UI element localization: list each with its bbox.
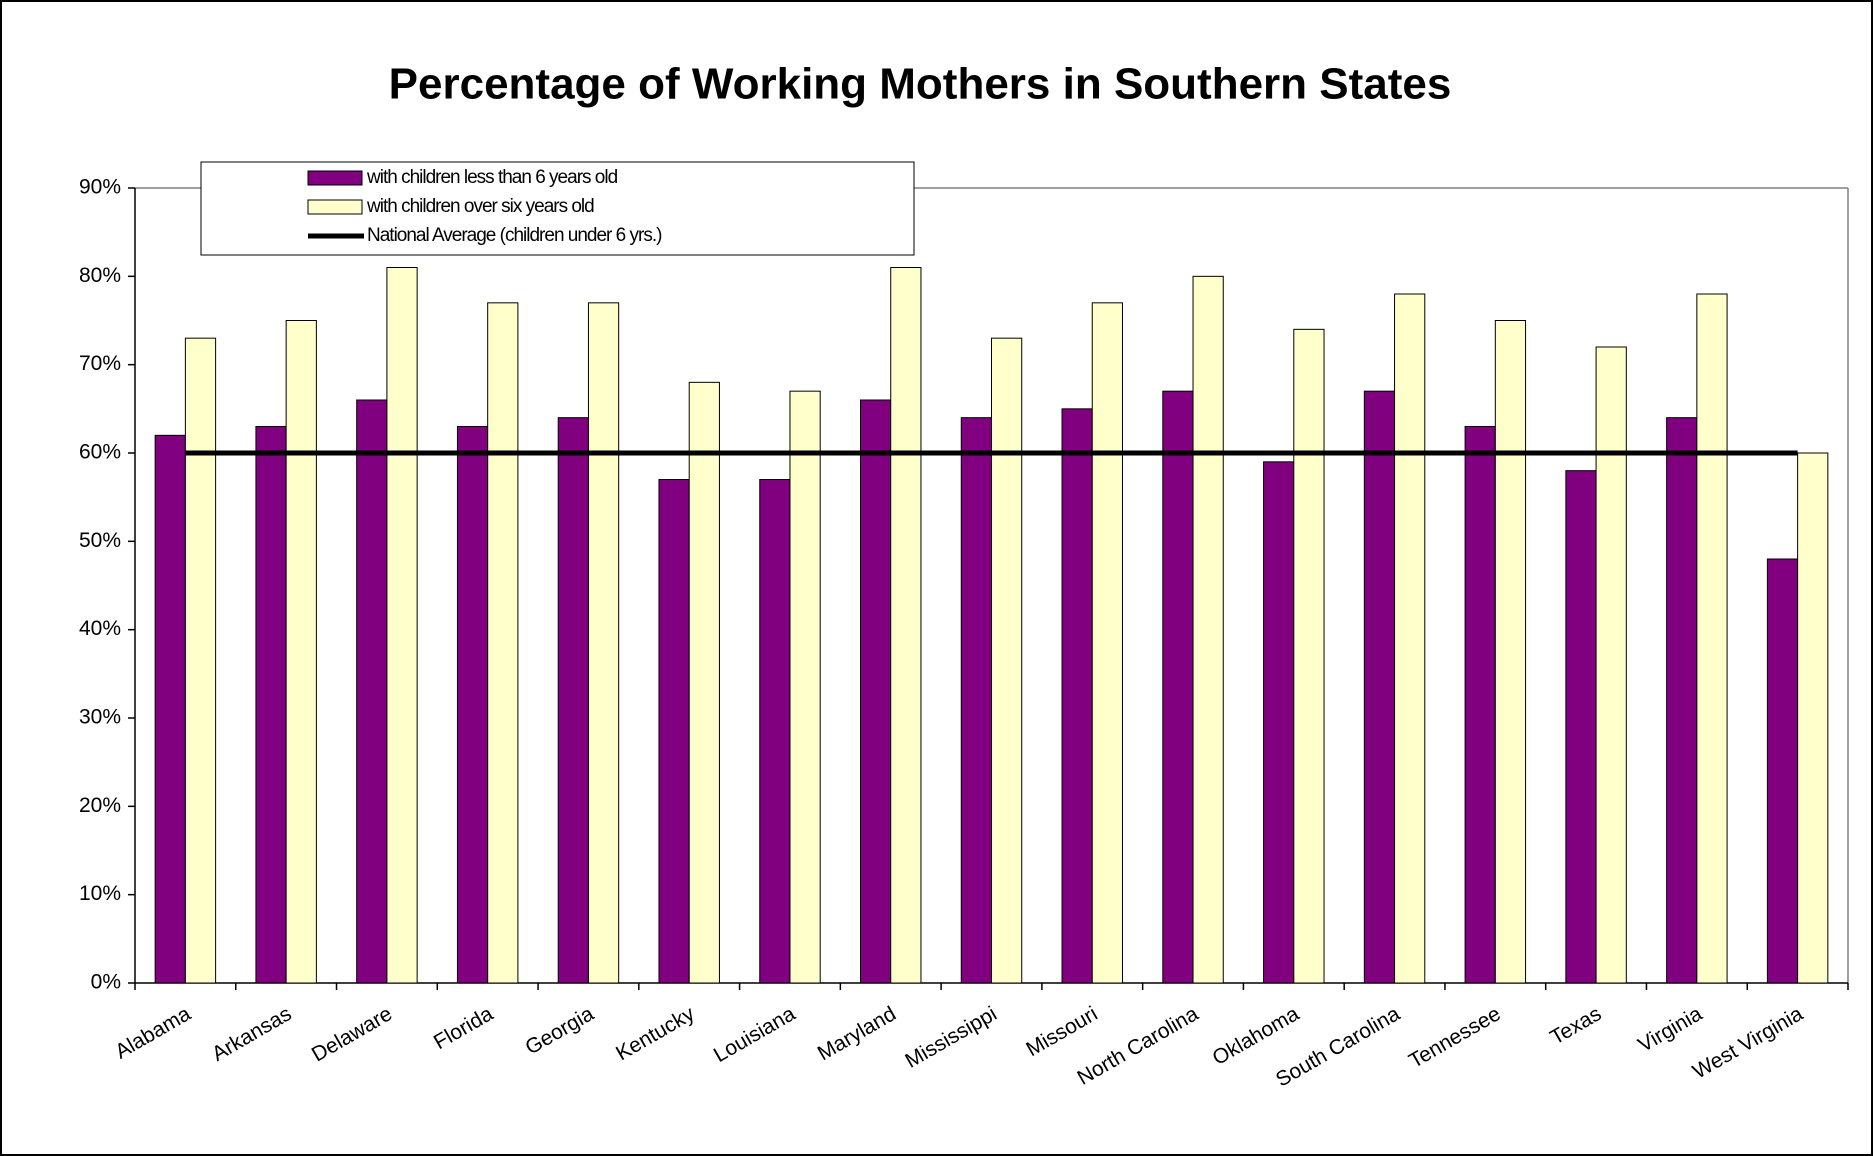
bar bbox=[1061, 408, 1093, 984]
legend-label: with children over six years old bbox=[366, 196, 594, 217]
bar bbox=[1797, 452, 1829, 984]
bar bbox=[1494, 320, 1527, 984]
y-tick-label: 40% bbox=[79, 617, 121, 640]
chart-title: Percentage of Working Mothers in Souther… bbox=[389, 60, 1452, 109]
y-tick-label: 60% bbox=[79, 441, 121, 464]
legend-label: National Average (children under 6 yrs.) bbox=[367, 225, 662, 246]
y-tick-label: 10% bbox=[79, 882, 121, 905]
bar bbox=[960, 417, 992, 984]
legend-label: with children less than 6 years old bbox=[366, 167, 618, 188]
bar bbox=[1363, 390, 1396, 984]
y-tick-label: 70% bbox=[79, 352, 121, 375]
bar bbox=[154, 434, 186, 984]
bar bbox=[1293, 328, 1325, 984]
legend-swatch bbox=[307, 170, 363, 186]
bar bbox=[1595, 346, 1627, 984]
bar bbox=[1263, 461, 1295, 984]
bar bbox=[789, 390, 821, 984]
bar bbox=[587, 302, 620, 984]
bar bbox=[356, 399, 388, 984]
legend-swatch bbox=[307, 199, 363, 215]
bar bbox=[1464, 426, 1496, 984]
bar bbox=[1696, 293, 1728, 984]
bar bbox=[1192, 275, 1224, 984]
y-tick-label: 0% bbox=[91, 971, 121, 994]
bar bbox=[991, 337, 1023, 984]
y-tick-label: 30% bbox=[79, 706, 121, 729]
y-tick-label: 20% bbox=[79, 794, 121, 817]
bar bbox=[1091, 302, 1123, 984]
y-tick-label: 80% bbox=[79, 264, 121, 287]
bar bbox=[487, 302, 519, 984]
bar bbox=[557, 417, 589, 984]
bar bbox=[1666, 417, 1698, 984]
bar bbox=[688, 381, 720, 984]
bar bbox=[285, 320, 317, 984]
bar bbox=[1565, 470, 1597, 984]
bar bbox=[255, 426, 287, 984]
bar bbox=[1766, 558, 1799, 984]
bar bbox=[860, 399, 892, 984]
y-tick-label: 50% bbox=[79, 529, 121, 552]
bar bbox=[1394, 293, 1426, 984]
y-tick-label: 90% bbox=[79, 176, 121, 199]
bar bbox=[759, 479, 791, 984]
bar bbox=[890, 267, 922, 984]
bar bbox=[386, 267, 418, 984]
bar bbox=[456, 426, 489, 984]
bar bbox=[658, 479, 690, 984]
bar bbox=[1162, 390, 1194, 984]
bar bbox=[184, 337, 217, 984]
